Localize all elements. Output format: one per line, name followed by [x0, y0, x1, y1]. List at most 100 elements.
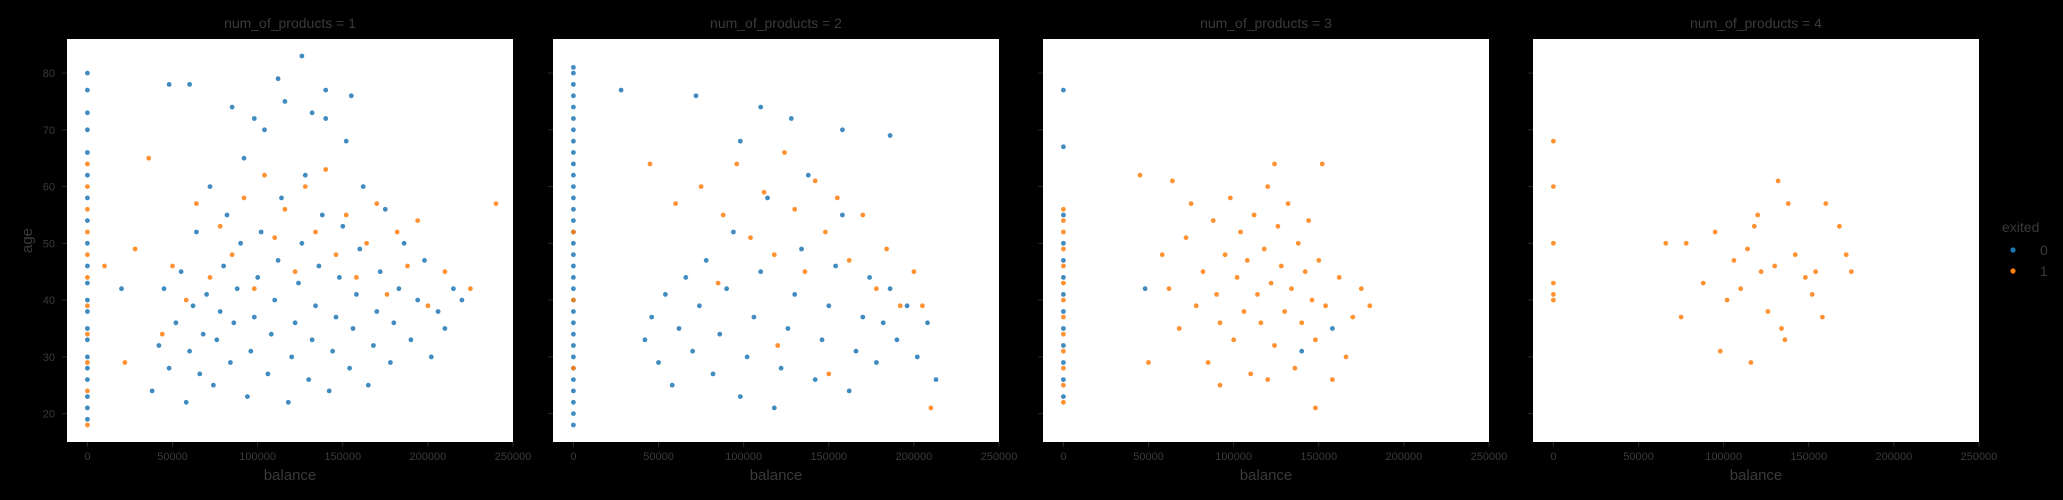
data-point [571, 206, 576, 212]
data-point [183, 297, 189, 303]
data-point [85, 416, 90, 422]
facet-panels: num_of_products = 10 50000 100000 150000 200… [19, 15, 1997, 484]
data-point [190, 303, 196, 309]
data-point [394, 229, 400, 235]
data-point [354, 292, 359, 297]
data-point [571, 343, 576, 348]
data-point [85, 280, 90, 286]
data-point [85, 195, 90, 201]
data-point [571, 320, 576, 326]
data-point [1061, 377, 1066, 382]
data-point [377, 269, 383, 275]
data-point [1061, 229, 1066, 235]
data-point [642, 337, 648, 343]
data-point [85, 110, 90, 116]
data-point [571, 116, 576, 121]
data-point [724, 286, 729, 292]
data-point [571, 172, 576, 178]
data-point [744, 354, 750, 360]
data-point [1227, 195, 1233, 201]
data-point [673, 201, 678, 207]
data-point [1241, 309, 1247, 314]
data-point [299, 240, 305, 246]
data-point [925, 320, 930, 326]
data-point [897, 303, 903, 309]
data-point [1061, 348, 1066, 354]
data-point [1717, 348, 1723, 354]
data-point [1282, 309, 1288, 314]
data-point [1748, 360, 1754, 365]
data-point [119, 286, 124, 292]
x-tick-label: 0 [1060, 451, 1066, 463]
data-point [1336, 275, 1342, 280]
data-point [365, 382, 371, 388]
data-point [676, 326, 682, 331]
data-point [272, 297, 278, 303]
data-point [1551, 138, 1556, 144]
data-point [812, 377, 818, 382]
data-point [690, 348, 695, 354]
data-point [85, 172, 90, 178]
x-tick-label: 0 [84, 451, 90, 463]
data-point [1724, 297, 1730, 303]
data-point [1061, 258, 1066, 263]
data-point [778, 365, 784, 371]
data-point [914, 354, 920, 360]
data-point [214, 337, 220, 343]
data-point [451, 286, 456, 292]
data-point [85, 184, 90, 190]
data-point [207, 184, 213, 190]
data-point [904, 303, 910, 309]
data-point [323, 167, 329, 172]
data-point [241, 195, 247, 201]
data-point [468, 286, 473, 292]
data-point [228, 360, 233, 365]
data-point [812, 178, 818, 184]
data-point [823, 229, 828, 235]
data-point [846, 388, 852, 394]
data-point [571, 138, 576, 144]
data-point [1176, 326, 1182, 331]
data-point [1785, 201, 1791, 207]
data-point [748, 235, 753, 241]
plot-area [1043, 39, 1489, 442]
data-point [1772, 263, 1778, 269]
data-point [1146, 360, 1151, 365]
data-point [85, 87, 90, 93]
data-point [323, 87, 329, 93]
data-point [85, 297, 90, 303]
data-point [197, 371, 203, 377]
data-point [187, 348, 193, 354]
data-point [85, 354, 90, 360]
data-point [758, 104, 764, 110]
data-point [933, 377, 939, 382]
x-tick-label: 200000 [1876, 451, 1913, 463]
data-point [85, 229, 90, 235]
data-point [146, 155, 152, 161]
data-point [275, 258, 281, 263]
data-point [826, 303, 832, 309]
data-point [241, 155, 247, 161]
data-point [234, 286, 240, 292]
data-point [405, 263, 410, 269]
data-point [1272, 343, 1277, 348]
data-point [1683, 240, 1689, 246]
data-point [571, 263, 576, 269]
data-point [1061, 382, 1066, 388]
x-axis-title: balance [1730, 467, 1783, 484]
data-point [571, 93, 576, 99]
data-point [1275, 223, 1281, 229]
data-point [371, 343, 376, 348]
data-point [1061, 263, 1066, 269]
data-point [1272, 161, 1277, 167]
data-point [1319, 161, 1325, 167]
data-point [887, 286, 893, 292]
data-point [1823, 201, 1829, 207]
data-point [1166, 286, 1172, 292]
data-point [396, 286, 402, 292]
data-point [853, 348, 859, 354]
data-point [348, 93, 354, 99]
data-point [200, 331, 206, 337]
data-point [683, 275, 689, 280]
data-point [340, 223, 346, 229]
